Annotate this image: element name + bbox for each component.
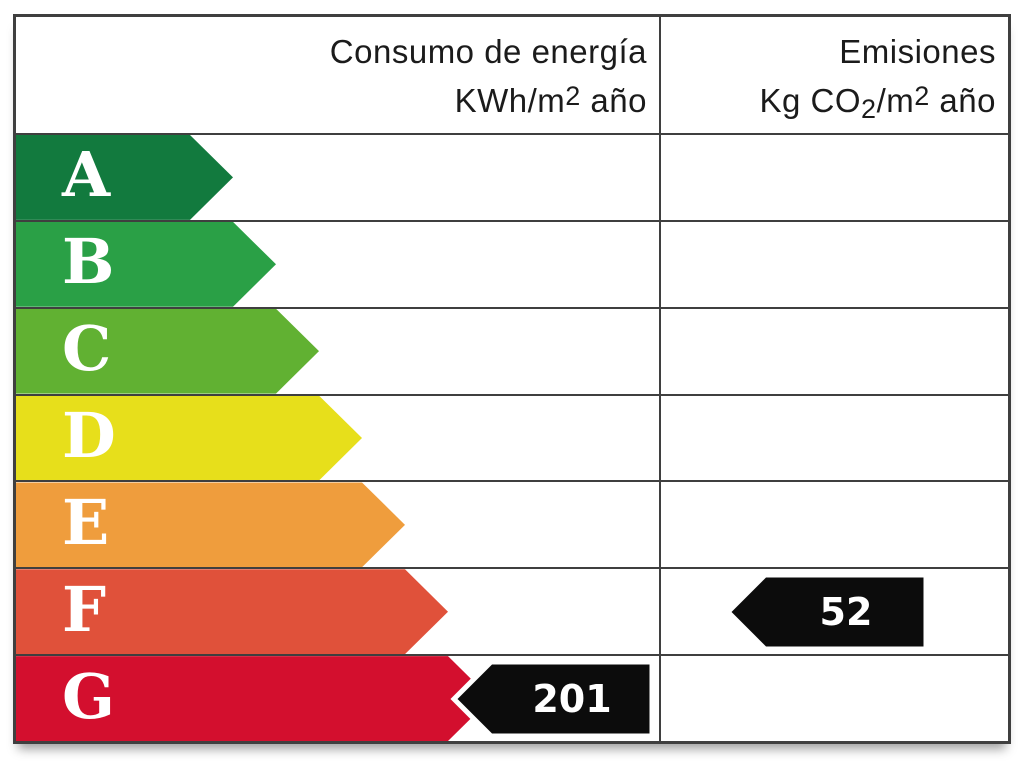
emissions-m2-exponent: 2 <box>914 81 930 111</box>
rating-letter-e: E <box>62 485 110 559</box>
emissions-co2-subscript: 2 <box>861 94 877 124</box>
consumption-header-line1: Consumo de energía <box>329 33 647 70</box>
consumption-column-header: Consumo de energía KWh/m2 año <box>16 17 661 133</box>
emissions-marker-arrow-icon <box>724 572 929 652</box>
rating-arrow-a: A <box>16 135 233 220</box>
rating-arrow-g: G <box>16 656 491 741</box>
emissions-header-line2: Kg CO2/m2 año <box>759 81 996 124</box>
rating-letter-f: F <box>62 572 107 646</box>
emissions-column-header: Emisiones Kg CO2/m2 año <box>661 17 1008 133</box>
consumption-value-marker: 201 <box>450 659 656 739</box>
rating-row-d: D <box>16 396 1008 483</box>
rating-row-c: C <box>16 309 1008 396</box>
energy-rating-table: Consumo de energía KWh/m2 año Emisiones … <box>13 14 1011 744</box>
rating-arrow-c: C <box>16 309 319 394</box>
rating-arrow-b: B <box>16 222 276 307</box>
rating-letter-c: C <box>62 312 112 386</box>
rating-row-b: B <box>16 222 1008 309</box>
consumption-value: 201 <box>532 677 611 721</box>
rating-letter-a: A <box>62 138 111 212</box>
rating-row-f: F 52 <box>16 569 1008 657</box>
rating-letter-d: D <box>62 399 116 473</box>
consumption-header-line2: KWh/m2 año <box>454 81 647 119</box>
table-header: Consumo de energía KWh/m2 año Emisiones … <box>16 17 1008 135</box>
rating-row-e: E <box>16 482 1008 570</box>
column-divider-line <box>659 17 661 741</box>
rating-arrow-f: F <box>16 569 448 654</box>
emissions-value: 52 <box>820 590 873 634</box>
emissions-value-marker: 52 <box>724 572 930 652</box>
rating-row-g: G 201 <box>16 656 1008 741</box>
rating-arrow-d: D <box>16 396 362 481</box>
rating-letter-b: B <box>62 225 115 299</box>
consumption-m2-exponent: 2 <box>565 81 581 111</box>
rating-arrow-e: E <box>16 482 405 567</box>
rating-rows: A B C D E F 52 G 201 <box>16 135 1008 741</box>
rating-letter-g: G <box>62 659 115 733</box>
emissions-header-line1: Emisiones <box>839 33 996 70</box>
consumption-marker-arrow-icon <box>450 659 655 739</box>
rating-row-a: A <box>16 135 1008 222</box>
